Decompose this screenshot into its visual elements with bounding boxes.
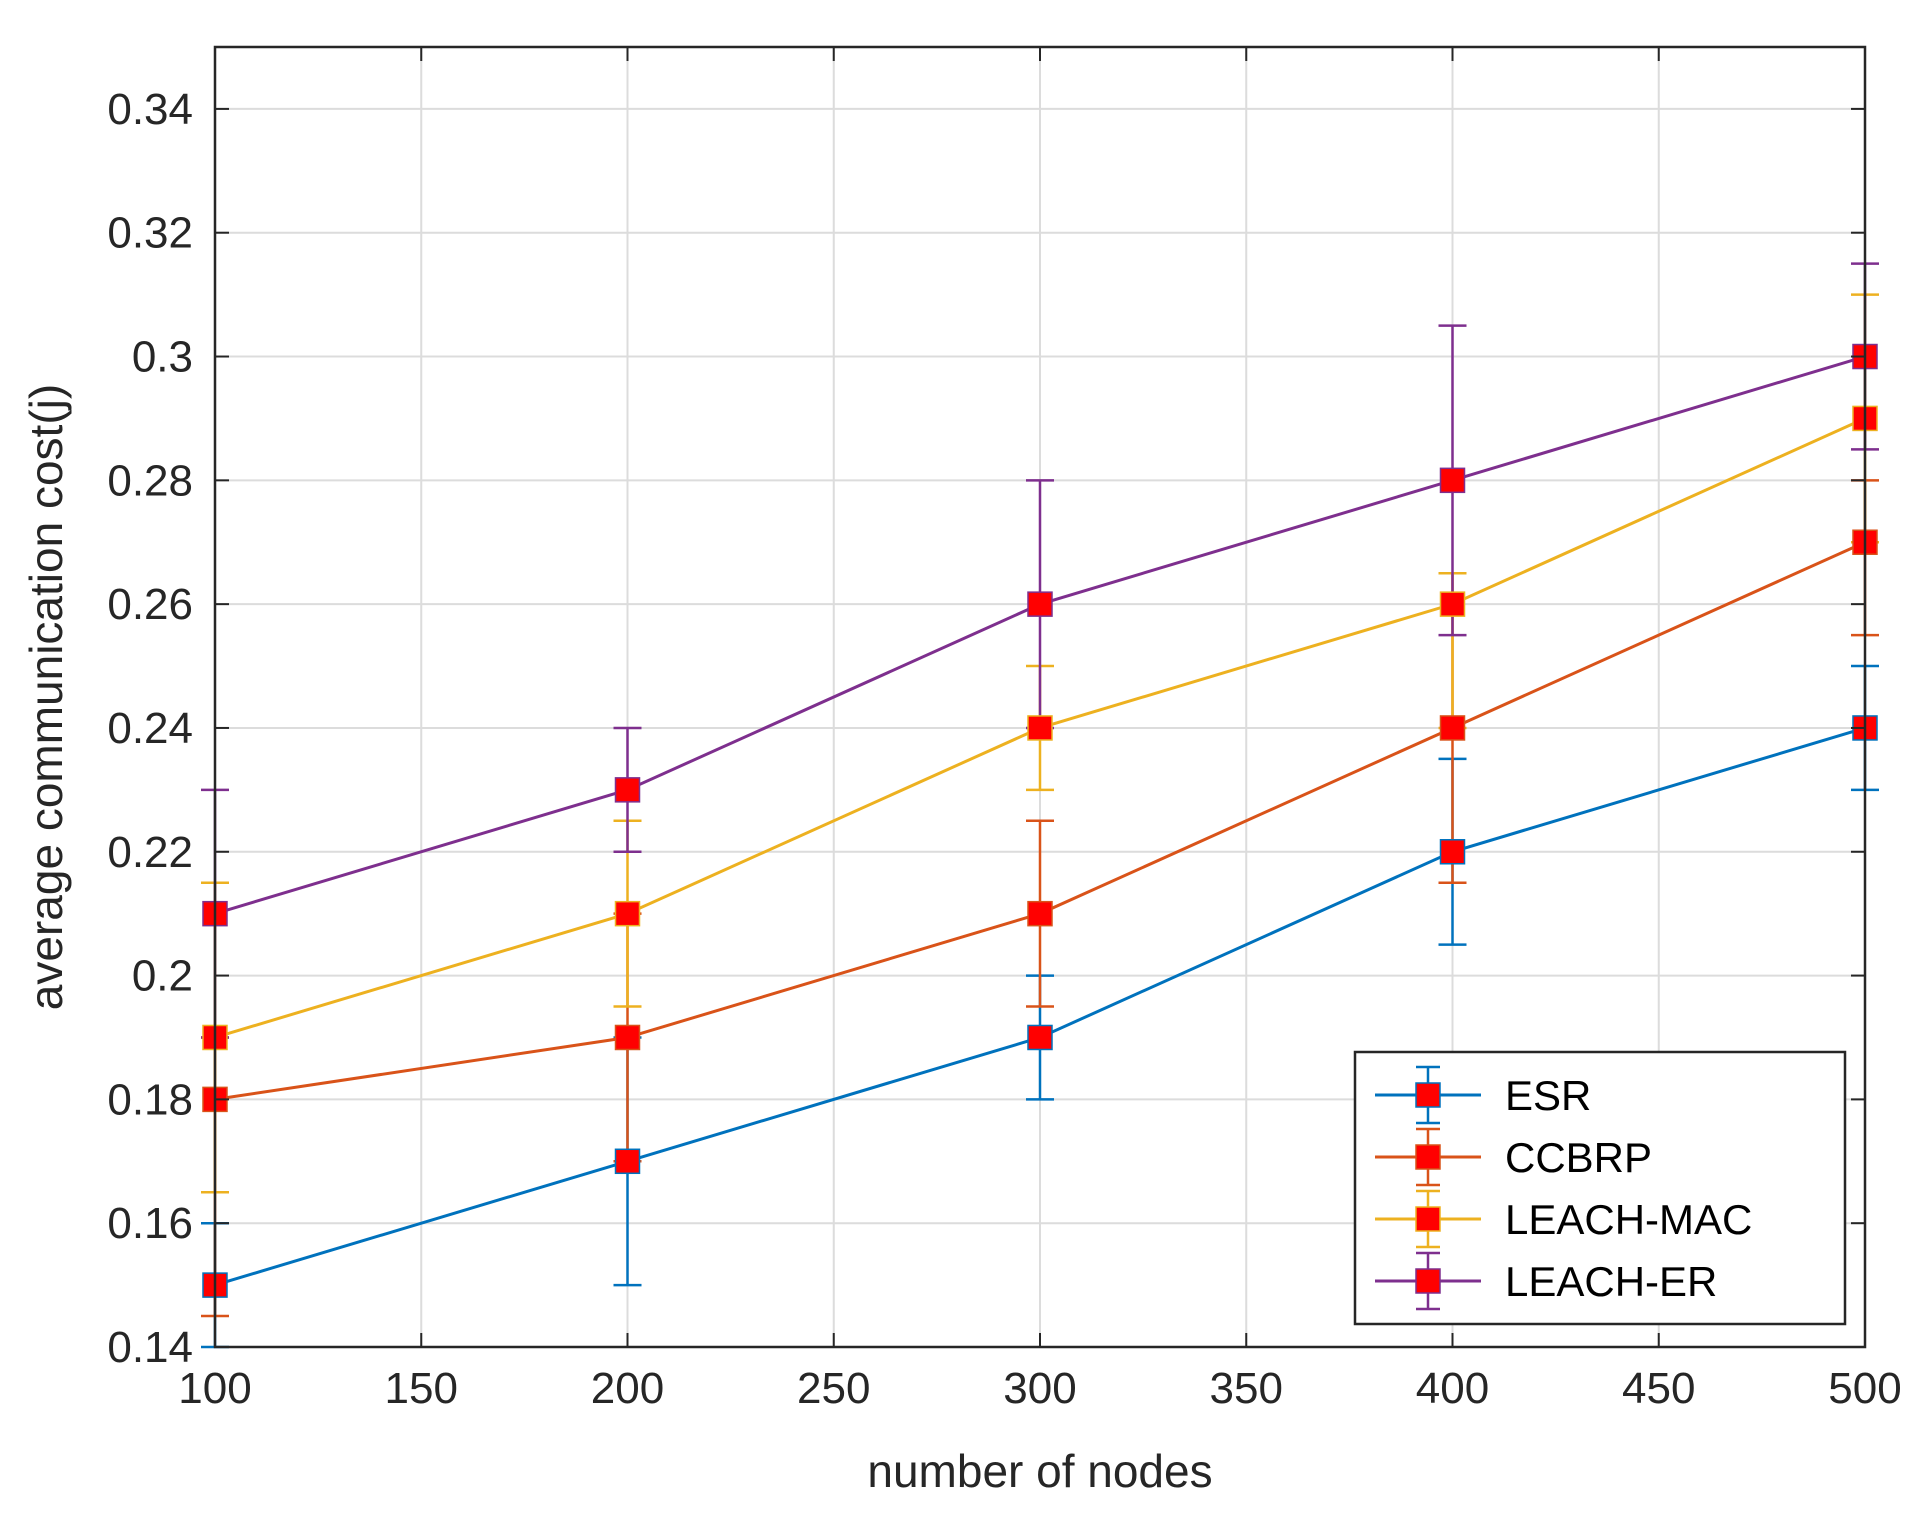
data-point-marker [1439,715,1466,741]
y-tick-label: 0.24 [107,704,193,753]
data-point-marker [614,777,641,803]
data-point-marker [1439,467,1466,494]
x-tick-label: 450 [1622,1364,1695,1413]
data-point-marker [614,900,641,927]
markers-leach-mac [202,405,1878,1051]
x-tick-label: 400 [1416,1364,1489,1413]
data-point-marker [1439,591,1466,617]
x-tick-label: 500 [1828,1364,1901,1413]
legend-marker [1415,1082,1441,1108]
data-point-marker [1027,900,1053,927]
y-tick-label: 0.16 [107,1199,193,1248]
x-axis-label: number of nodes [867,1445,1212,1497]
legend-label: LEACH-ER [1505,1258,1717,1305]
data-point-marker [1439,839,1466,865]
y-tick-label: 0.26 [107,580,193,629]
markers-ccbrp [202,529,1878,1113]
axes: 100 150 200 250 300 350 400 450 500 0.14 0.16 0.18 0… [107,47,1902,1413]
legend-entry-leach-mac: LEACH-MAC [1375,1189,1752,1249]
y-tick-label: 0.34 [107,85,193,134]
y-tick-label: 0.32 [107,209,193,258]
x-tick-label: 200 [591,1364,664,1413]
legend-entry-ccbrp: CCBRP [1375,1127,1652,1187]
x-tick-label: 150 [385,1364,458,1413]
data-point-marker [614,1148,641,1175]
x-tick-label: 250 [797,1364,870,1413]
x-tick-label: 100 [178,1364,251,1413]
data-point-marker [1027,715,1053,741]
x-tick-label: 300 [1003,1364,1076,1413]
legend-marker [1415,1268,1441,1294]
legend-marker [1415,1206,1441,1232]
data-point-marker [614,1024,641,1051]
x-tick-label: 350 [1210,1364,1283,1413]
y-tick-label: 0.2 [132,952,193,1001]
legend-label: CCBRP [1505,1134,1652,1181]
y-tick-label: 0.22 [107,828,193,877]
legend-marker [1415,1144,1441,1170]
y-tick-label: 0.14 [107,1323,193,1372]
y-tick-label: 0.3 [132,333,193,382]
y-axis-label: average communication cost(j) [20,384,72,1010]
y-tick-label: 0.18 [107,1075,193,1124]
legend-entry-esr: ESR [1375,1065,1591,1125]
legend: ESR CCBRP LEACH-MAC LEACH-ER [1353,1050,1847,1326]
data-point-marker [1027,1024,1053,1051]
legend-label: LEACH-MAC [1505,1196,1752,1243]
legend-entry-leach-er: LEACH-ER [1375,1251,1717,1311]
legend-label: ESR [1505,1072,1591,1119]
y-tick-label: 0.28 [107,456,193,505]
data-point-marker [1027,591,1053,617]
